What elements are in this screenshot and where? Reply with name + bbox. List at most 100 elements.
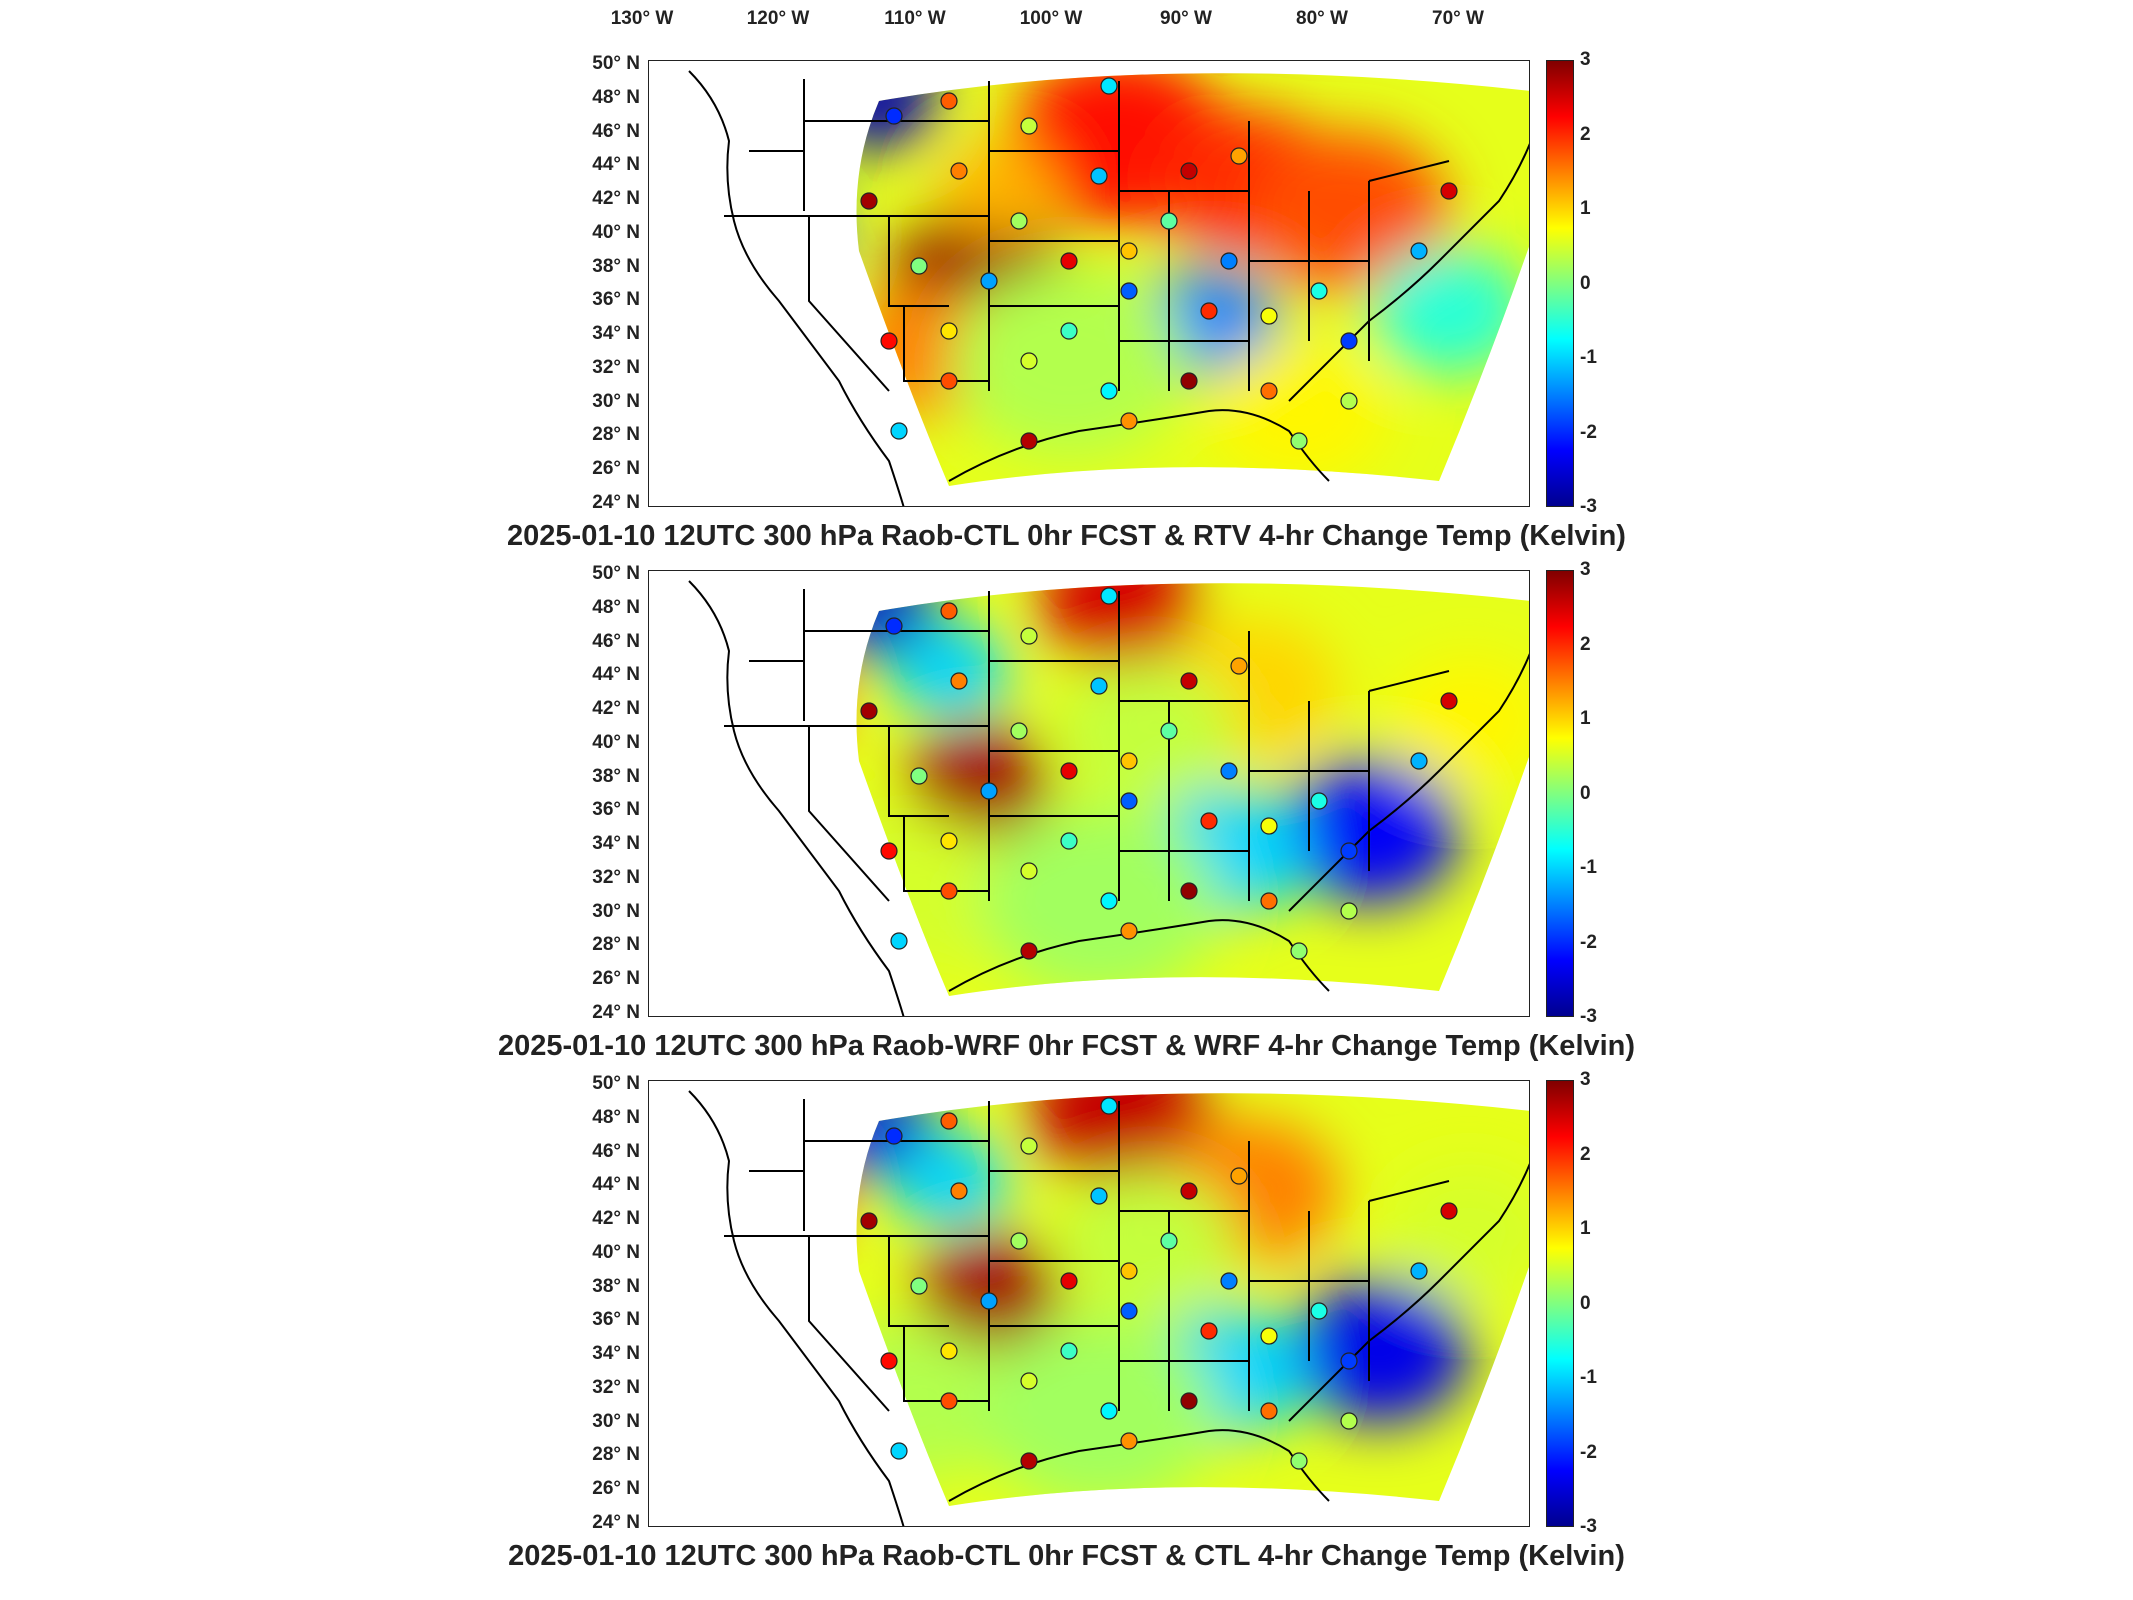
raob-station-marker	[1120, 412, 1138, 430]
raob-station-marker	[1100, 1402, 1118, 1420]
raob-station-marker	[885, 617, 903, 635]
raob-station-marker	[1060, 1342, 1078, 1360]
raob-station-marker	[1020, 1137, 1038, 1155]
lat-label: 36° N	[592, 1309, 640, 1331]
lat-label: 38° N	[592, 1275, 640, 1297]
lon-label: 120° W	[746, 8, 810, 29]
map-panel-3: 50° N 48° N 46° N 44° N 42° N 40° N 38° N 36° N…	[0, 1069, 2133, 1582]
raob-station-marker	[940, 1392, 958, 1410]
colorbar-tick: -2	[1580, 421, 1597, 443]
colorbar-tick: -1	[1580, 857, 1597, 878]
raob-station-marker	[1440, 692, 1458, 710]
raob-station-marker	[860, 1212, 878, 1230]
temperature-map	[648, 60, 1530, 507]
raob-station-marker	[1180, 672, 1198, 690]
panel-title: 2025-01-10 12UTC 300 hPa Raob-CTL 0hr FC…	[508, 1540, 1625, 1572]
raob-station-marker	[940, 832, 958, 850]
raob-station-marker	[1100, 892, 1118, 910]
raob-station-marker	[1020, 862, 1038, 880]
lat-label: 40° N	[592, 731, 640, 753]
raob-station-marker	[885, 1127, 903, 1145]
raob-station-marker	[1260, 892, 1278, 910]
colorbar-tick: 2	[1580, 123, 1591, 145]
raob-station-marker	[1090, 1187, 1108, 1205]
lon-label: 90° W	[1160, 8, 1212, 29]
boundary-line	[688, 70, 905, 506]
raob-station-marker	[880, 1352, 898, 1370]
raob-station-marker	[1310, 282, 1328, 300]
raob-station-marker	[1020, 432, 1038, 450]
raob-station-marker	[910, 767, 928, 785]
raob-station-marker	[1440, 1202, 1458, 1220]
raob-station-marker	[1160, 1232, 1178, 1250]
raob-station-marker	[1060, 322, 1078, 340]
raob-station-marker	[1220, 1272, 1238, 1290]
lat-label: 26° N	[592, 1478, 640, 1500]
temperature-field	[856, 73, 1529, 486]
colorbar-tick: 2	[1580, 633, 1591, 655]
colorbar	[1546, 1080, 1574, 1527]
boundary-line	[1119, 121, 1450, 391]
field-blob	[1389, 657, 1529, 785]
raob-station-marker	[885, 107, 903, 125]
colorbar-tick: 3	[1580, 49, 1591, 70]
raob-station-marker	[1200, 1322, 1218, 1340]
raob-station-marker	[890, 932, 908, 950]
colorbar-tick: 0	[1580, 782, 1591, 804]
panel-title: 2025-01-10 12UTC 300 hPa Raob-WRF 0hr FC…	[497, 1030, 1636, 1062]
raob-station-marker	[940, 322, 958, 340]
lat-label: 44° N	[592, 664, 640, 686]
field-blob	[979, 1315, 1219, 1506]
lat-label: 44° N	[592, 1174, 640, 1196]
lat-label: 42° N	[592, 698, 640, 720]
temperature-map	[648, 570, 1530, 1017]
lat-label: 30° N	[592, 900, 640, 922]
lat-label: 32° N	[592, 1376, 640, 1398]
raob-station-marker	[880, 842, 898, 860]
colorbar-tick: 3	[1580, 1069, 1591, 1090]
raob-station-marker	[980, 782, 998, 800]
colorbar-tick: -3	[1580, 1006, 1597, 1027]
lat-label: 26° N	[592, 968, 640, 990]
raob-station-marker	[980, 1292, 998, 1310]
colorbar-ticks: 3 2 1 0 -1 -2 -3	[1580, 559, 1620, 1027]
raob-station-marker	[940, 372, 958, 390]
boundary-line	[724, 79, 1120, 392]
colorbar-ticks: 3 2 1 0 -1 -2 -3	[1580, 1069, 1620, 1537]
raob-station-marker	[1060, 1272, 1078, 1290]
lat-label: 38° N	[592, 255, 640, 277]
raob-station-marker	[1410, 242, 1428, 260]
raob-station-marker	[880, 332, 898, 350]
raob-station-marker	[1340, 332, 1358, 350]
raob-station-marker	[1090, 167, 1108, 185]
raob-station-marker	[1340, 392, 1358, 410]
raob-station-marker	[1060, 252, 1078, 270]
colorbar-tick: 3	[1580, 559, 1591, 580]
field-blob	[1059, 1169, 1239, 1313]
raob-station-marker	[860, 702, 878, 720]
lat-label: 28° N	[592, 424, 640, 446]
raob-station-marker	[1290, 432, 1308, 450]
map-panel-2: 50° N 48° N 46° N 44° N 42° N 40° N 38° N 36° N…	[0, 559, 2133, 1072]
raob-station-marker	[1120, 242, 1138, 260]
raob-station-marker	[1340, 1412, 1358, 1430]
raob-station-marker	[1120, 922, 1138, 940]
raob-station-marker	[1010, 212, 1028, 230]
raob-station-marker	[950, 1182, 968, 1200]
raob-station-marker	[860, 192, 878, 210]
colorbar-tick: 1	[1580, 198, 1591, 219]
raob-station-marker	[1310, 1302, 1328, 1320]
boundary-line	[1119, 1141, 1450, 1411]
field-blob	[979, 805, 1219, 996]
lat-label: 34° N	[592, 833, 640, 855]
raob-station-marker	[1180, 162, 1198, 180]
longitude-axis: 130° W 120° W 110° W 100° W 90° W 80° W …	[0, 0, 2133, 40]
colorbar-tick: -1	[1580, 1367, 1597, 1388]
field-blob	[1249, 131, 1449, 291]
map-panel-1: 50° N 48° N 46° N 44° N 42° N 40° N 38° N 36° N…	[0, 49, 2133, 562]
raob-station-marker	[1260, 1402, 1278, 1420]
raob-station-marker	[950, 162, 968, 180]
lat-label: 50° N	[592, 1073, 640, 1094]
raob-station-marker	[1220, 252, 1238, 270]
colorbar	[1546, 60, 1574, 507]
